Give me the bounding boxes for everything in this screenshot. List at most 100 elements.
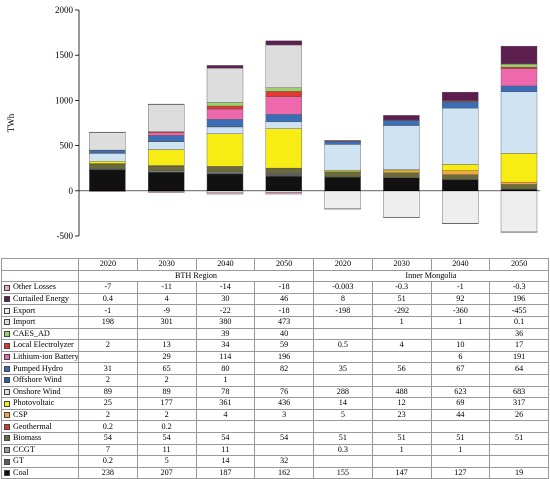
series-label-cell: Photovoltaic xyxy=(2,398,79,410)
data-label: -360 xyxy=(431,305,490,317)
bar-segment xyxy=(442,164,478,170)
data-label: 65 xyxy=(137,363,196,375)
data-label: -14 xyxy=(196,282,255,294)
data-label: -198 xyxy=(314,305,373,317)
data-label xyxy=(490,374,549,386)
series-name: CAES_AD xyxy=(13,329,50,338)
bar-segment xyxy=(442,191,478,224)
bar-segment xyxy=(89,169,125,191)
bar-segment xyxy=(501,46,537,64)
data-label: 51 xyxy=(490,432,549,444)
bar-segment xyxy=(266,122,302,129)
series-name: CCGT xyxy=(13,445,35,454)
data-label: 288 xyxy=(314,386,373,398)
data-label: -0.3 xyxy=(372,282,431,294)
legend-swatch xyxy=(4,389,10,395)
data-label: 26 xyxy=(490,409,549,421)
legend-swatch xyxy=(4,412,10,418)
data-label: 147 xyxy=(372,467,431,479)
data-label xyxy=(372,421,431,433)
series-name: Curtailed Energy xyxy=(13,294,69,303)
data-label: 1 xyxy=(372,316,431,328)
year-header: 2050 xyxy=(490,259,549,271)
data-label: 89 xyxy=(137,386,196,398)
data-label: 31 xyxy=(79,363,138,375)
data-label: 64 xyxy=(490,363,549,375)
series-label-cell: CSP xyxy=(2,409,79,421)
bar-segment xyxy=(148,172,184,191)
data-label: -18 xyxy=(255,282,314,294)
bar-segment xyxy=(442,92,478,100)
data-label: 46 xyxy=(255,293,314,305)
data-label: 683 xyxy=(490,386,549,398)
bar-segment xyxy=(325,140,361,141)
data-label: 7 xyxy=(79,444,138,456)
legend-swatch xyxy=(4,343,10,349)
series-name: Coal xyxy=(13,468,28,477)
data-label: 1 xyxy=(431,316,490,328)
data-label: 317 xyxy=(490,398,549,410)
data-label xyxy=(490,421,549,433)
data-label xyxy=(79,328,138,340)
bar-segment xyxy=(207,109,243,119)
data-label: 2 xyxy=(137,374,196,386)
year-header: 2050 xyxy=(255,259,314,271)
data-label: 0.2 xyxy=(79,421,138,433)
data-label: 1 xyxy=(372,444,431,456)
data-label: 54 xyxy=(79,432,138,444)
legend-swatch xyxy=(4,366,10,372)
data-label: 25 xyxy=(79,398,138,410)
data-label xyxy=(431,374,490,386)
bar-segment xyxy=(383,191,419,217)
data-label: 36 xyxy=(490,328,549,340)
bar-segment xyxy=(89,150,125,153)
data-label: -18 xyxy=(255,305,314,317)
series-label-cell: Other Losses xyxy=(2,282,79,294)
series-name: CSP xyxy=(13,410,28,419)
year-header: 2020 xyxy=(79,259,138,271)
data-label: 80 xyxy=(196,363,255,375)
series-name: Offshore Wind xyxy=(13,375,62,384)
data-label: 51 xyxy=(372,293,431,305)
legend-swatch xyxy=(4,296,10,302)
data-label xyxy=(314,316,373,328)
series-label-cell: Biomass xyxy=(2,432,79,444)
data-label: 78 xyxy=(196,386,255,398)
data-label xyxy=(314,421,373,433)
series-name: Local Electrolyzer xyxy=(13,340,74,349)
data-label: 35 xyxy=(314,363,373,375)
legend-swatch xyxy=(4,447,10,453)
series-name: Geothermal xyxy=(13,422,52,431)
data-label: 13 xyxy=(137,340,196,352)
legend-swatch xyxy=(4,308,10,314)
data-label: 12 xyxy=(372,398,431,410)
bar-segment xyxy=(266,45,302,88)
data-label xyxy=(137,328,196,340)
bar-segment xyxy=(207,106,243,109)
data-label: 196 xyxy=(255,351,314,363)
data-label xyxy=(490,456,549,468)
data-label xyxy=(314,328,373,340)
bar-segment xyxy=(501,92,537,154)
corner-cell xyxy=(2,259,79,271)
data-label: 155 xyxy=(314,467,373,479)
data-label: -455 xyxy=(490,305,549,317)
data-label xyxy=(490,444,549,456)
series-label-cell: Onshore Wind xyxy=(2,386,79,398)
bar-segment xyxy=(442,102,478,108)
bar-segment xyxy=(207,127,243,134)
data-label: 4 xyxy=(196,409,255,421)
data-label: 92 xyxy=(431,293,490,305)
series-name: Onshore Wind xyxy=(13,387,61,396)
data-label: 51 xyxy=(431,432,490,444)
series-label-cell: Geothermal xyxy=(2,421,79,433)
bar-segment xyxy=(501,67,537,69)
legend-swatch xyxy=(4,285,10,291)
